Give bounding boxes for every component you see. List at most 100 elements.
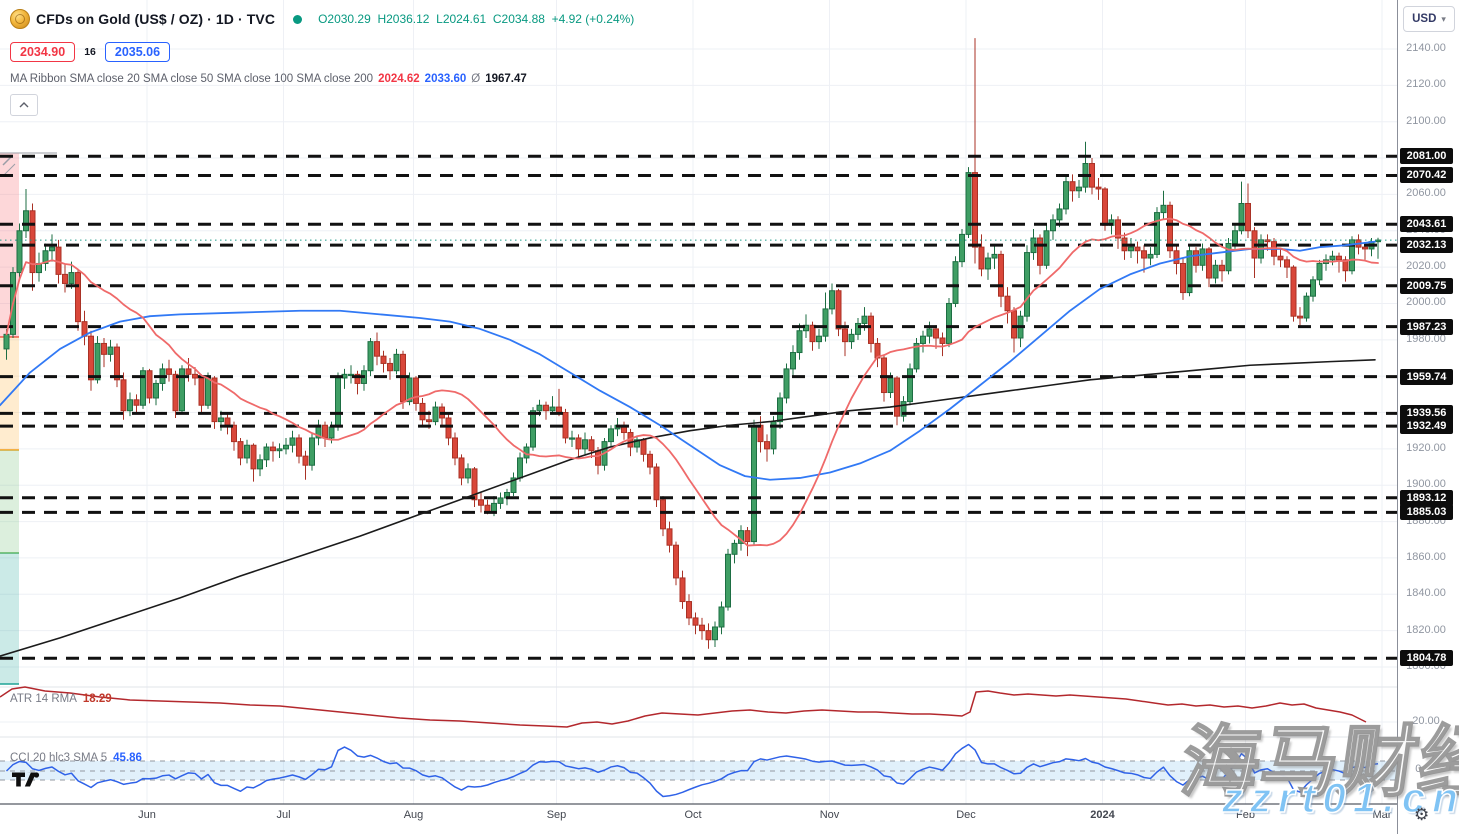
candle[interactable] <box>959 233 965 263</box>
candle[interactable] <box>1076 186 1082 192</box>
candle[interactable] <box>192 373 198 379</box>
candle[interactable] <box>705 630 712 641</box>
candle[interactable] <box>1134 246 1141 252</box>
candle[interactable] <box>1316 262 1323 281</box>
candle[interactable] <box>224 417 231 426</box>
candle[interactable] <box>985 257 991 270</box>
currency-dropdown[interactable]: USD ▾ <box>1403 6 1455 32</box>
candle[interactable] <box>1160 204 1167 214</box>
candle[interactable] <box>868 315 874 344</box>
candle[interactable] <box>946 302 952 344</box>
candle[interactable] <box>1147 253 1154 259</box>
candle[interactable] <box>257 459 263 470</box>
symbol-title[interactable]: CFDs on Gold (US$ / OZ) · 1D · TVC <box>36 11 276 27</box>
candle[interactable] <box>1277 255 1284 261</box>
candle[interactable] <box>1115 219 1121 239</box>
candle[interactable] <box>166 368 172 375</box>
price-level-label[interactable]: 1885.03 <box>1400 504 1453 521</box>
price-level-label[interactable]: 1987.23 <box>1400 318 1453 335</box>
candle[interactable] <box>562 412 569 439</box>
candle[interactable] <box>991 253 998 259</box>
candle[interactable] <box>1349 239 1355 272</box>
candle[interactable] <box>88 335 94 381</box>
candle[interactable] <box>1297 315 1303 319</box>
candle[interactable] <box>1303 295 1310 319</box>
candle[interactable] <box>796 330 803 354</box>
candle[interactable] <box>75 272 81 323</box>
candle[interactable] <box>1186 250 1193 294</box>
candle[interactable] <box>725 553 731 608</box>
candle[interactable] <box>29 210 36 274</box>
candle[interactable] <box>1095 186 1102 190</box>
candle[interactable] <box>1232 230 1238 244</box>
candle[interactable] <box>140 370 146 406</box>
candle[interactable] <box>452 437 458 459</box>
candle[interactable] <box>1375 239 1381 243</box>
candle[interactable] <box>536 404 543 412</box>
candle[interactable] <box>608 428 614 443</box>
candle[interactable] <box>413 377 419 404</box>
candle[interactable] <box>653 466 660 501</box>
candle[interactable] <box>686 601 692 619</box>
price-level-label[interactable]: 1893.12 <box>1400 489 1453 506</box>
candle[interactable] <box>1069 181 1076 192</box>
candle[interactable] <box>582 439 588 450</box>
collapse-legend-button[interactable] <box>10 94 38 116</box>
sell-price-button[interactable]: 2034.90 <box>10 42 76 62</box>
candle[interactable] <box>549 406 556 412</box>
left-price-bands[interactable] <box>0 152 57 685</box>
candle[interactable] <box>1212 264 1219 279</box>
candle[interactable] <box>393 353 400 372</box>
candle[interactable] <box>530 410 536 448</box>
candle[interactable] <box>1193 250 1199 266</box>
price-level-label[interactable]: 2043.61 <box>1400 216 1453 233</box>
candle[interactable] <box>478 499 484 506</box>
candle[interactable] <box>68 272 75 284</box>
key-level-lines[interactable] <box>0 154 1397 660</box>
candle[interactable] <box>900 401 907 417</box>
candle[interactable] <box>23 210 29 232</box>
price-level-label[interactable]: 1959.74 <box>1400 368 1453 385</box>
candle[interactable] <box>861 315 868 324</box>
candle[interactable] <box>920 335 926 344</box>
candle[interactable] <box>276 448 283 452</box>
candle[interactable] <box>1141 250 1147 259</box>
price-axis[interactable]: USD ▾ 1800.001820.001840.001860.001880.0… <box>1397 0 1459 834</box>
candle[interactable] <box>575 437 582 450</box>
candle[interactable] <box>114 346 120 381</box>
candle[interactable] <box>1290 266 1297 317</box>
candle[interactable] <box>907 368 913 403</box>
candle[interactable] <box>1310 279 1316 297</box>
candle[interactable] <box>809 324 816 343</box>
candle[interactable] <box>1154 212 1160 255</box>
candle[interactable] <box>816 335 822 343</box>
candle[interactable] <box>335 377 341 428</box>
candle[interactable] <box>842 328 848 343</box>
candle[interactable] <box>692 617 699 626</box>
candle[interactable] <box>640 439 647 455</box>
candle[interactable] <box>133 399 140 406</box>
candle[interactable] <box>205 377 211 406</box>
candle[interactable] <box>1063 181 1069 210</box>
candle[interactable] <box>952 261 959 304</box>
candle[interactable] <box>179 368 185 412</box>
candle[interactable] <box>894 377 900 417</box>
candle[interactable] <box>497 497 504 504</box>
candle[interactable] <box>42 250 49 264</box>
candle[interactable] <box>731 542 738 555</box>
price-level-label[interactable]: 1932.49 <box>1400 418 1453 435</box>
gear-icon[interactable]: ⚙ <box>1414 805 1430 824</box>
candle[interactable] <box>510 477 517 493</box>
candle[interactable] <box>978 246 985 270</box>
candle[interactable] <box>751 424 757 543</box>
candle[interactable] <box>1329 255 1336 261</box>
candle[interactable] <box>556 406 562 414</box>
candle[interactable] <box>1199 248 1206 266</box>
candle[interactable] <box>120 379 127 412</box>
candle[interactable] <box>718 606 725 628</box>
candle[interactable] <box>595 450 601 466</box>
candle[interactable] <box>757 424 764 443</box>
candle[interactable] <box>517 457 523 479</box>
candle[interactable] <box>296 437 302 457</box>
candle[interactable] <box>107 346 114 355</box>
